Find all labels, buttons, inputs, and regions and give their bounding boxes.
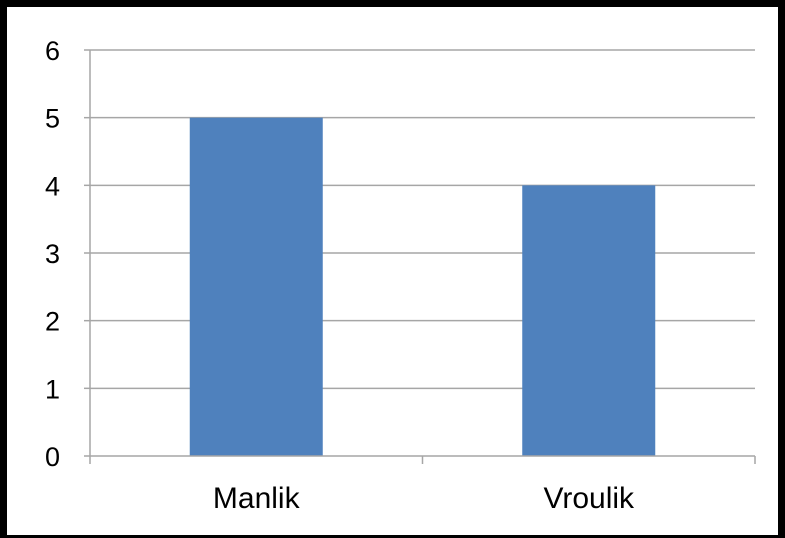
bar-manlik (189, 117, 323, 457)
y-tick-label: 3 (45, 239, 60, 269)
axes (84, 49, 756, 464)
x-category-label: Manlik (213, 482, 301, 515)
y-tick-label: 5 (45, 104, 60, 134)
y-tick-label: 6 (45, 36, 60, 66)
y-tick-label: 2 (45, 307, 60, 337)
axis-labels: 0 1 2 3 4 5 6 Manlik Vroulik (45, 36, 635, 515)
y-tick-label: 1 (45, 374, 60, 404)
x-category-label: Vroulik (543, 482, 635, 515)
y-tick-label: 0 (45, 442, 60, 472)
y-tick-label: 4 (45, 171, 60, 201)
bars (189, 117, 656, 457)
bar-vroulik (522, 185, 656, 457)
